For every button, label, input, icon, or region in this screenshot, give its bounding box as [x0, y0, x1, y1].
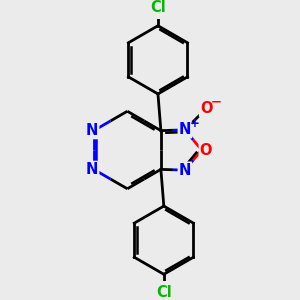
- Text: −: −: [211, 96, 222, 109]
- Text: O: O: [200, 142, 212, 158]
- Text: Cl: Cl: [156, 285, 172, 300]
- Text: Cl: Cl: [150, 0, 166, 15]
- Text: +: +: [189, 117, 199, 130]
- Text: N: N: [179, 163, 191, 178]
- Text: N: N: [86, 123, 98, 138]
- Text: N: N: [86, 162, 98, 177]
- Text: O: O: [200, 101, 212, 116]
- Text: N: N: [179, 122, 191, 137]
